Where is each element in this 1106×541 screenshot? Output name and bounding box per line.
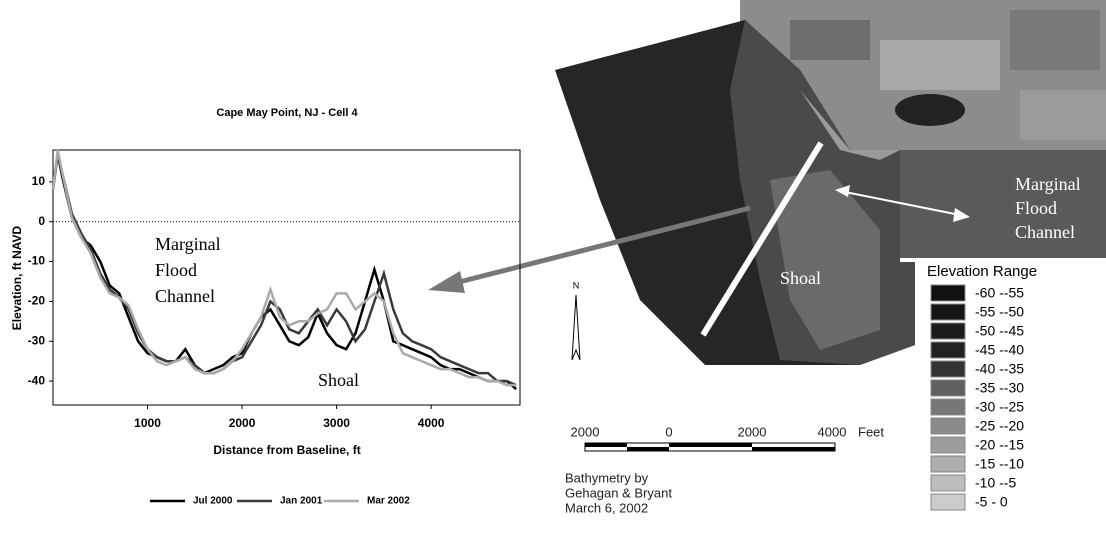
y-tick-label: -30 [28, 333, 46, 347]
scale-label: 2000 [738, 424, 767, 439]
x-tick-label: 3000 [323, 416, 350, 430]
annotation: Shoal [318, 370, 359, 390]
map-legend-title: Elevation Range [927, 263, 1037, 280]
legend-swatch [931, 380, 965, 396]
legend-label: Jul 2000 [193, 496, 233, 507]
legend-label: -5 - 0 [975, 494, 1008, 510]
legend-swatch [931, 494, 965, 510]
y-tick-label: -40 [28, 373, 46, 387]
legend-swatch [931, 323, 965, 339]
legend-label: -20 --15 [975, 437, 1024, 453]
legend-label: -55 --50 [975, 304, 1024, 320]
legend-swatch [931, 361, 965, 377]
figure: Marginal Flood Channel Shoal N 2000 0 20… [0, 0, 1106, 541]
legend-swatch [931, 304, 965, 320]
y-tick-label: -10 [28, 254, 46, 268]
scale-label: 2000 [571, 424, 600, 439]
legend-label: -10 --5 [975, 475, 1016, 491]
annotation: Marginal [155, 234, 221, 254]
credit: Gehagan & Bryant [565, 485, 672, 500]
map-label: Flood [1015, 198, 1057, 218]
legend-label: -25 --20 [975, 418, 1024, 434]
legend-label: Mar 2002 [367, 496, 410, 507]
credit: March 6, 2002 [565, 500, 648, 515]
legend-label: -30 --25 [975, 399, 1024, 415]
data-line [53, 150, 516, 385]
data-line [53, 154, 516, 389]
scale-unit: Feet [858, 424, 884, 439]
legend-label: -45 --40 [975, 342, 1024, 358]
legend-label: Jan 2001 [280, 496, 323, 507]
legend-swatch [931, 418, 965, 434]
legend-label: -40 --35 [975, 361, 1024, 377]
annotation: Channel [155, 286, 215, 306]
north-arrow: N [572, 280, 580, 360]
data-line [53, 154, 516, 385]
annotation: Flood [155, 260, 197, 280]
map-label: Shoal [780, 268, 821, 288]
scale-bar: 2000 0 2000 4000 Feet [571, 424, 885, 451]
map-label: Marginal [1015, 174, 1081, 194]
legend-swatch [931, 475, 965, 491]
legend-swatch [931, 437, 965, 453]
scale-label: 4000 [818, 424, 847, 439]
legend-label: -15 --10 [975, 456, 1024, 472]
x-tick-label: 4000 [418, 416, 445, 430]
legend-swatch [931, 285, 965, 301]
map-label: Channel [1015, 222, 1075, 242]
legend-label: -60 --55 [975, 285, 1024, 301]
legend-label: -50 --45 [975, 323, 1024, 339]
legend-label: -35 --30 [975, 380, 1024, 396]
legend-swatch [931, 342, 965, 358]
scale-label: 0 [665, 424, 672, 439]
map-legend: -60 --55 -55 --50 -50 --45 -45 --40 -40 --35… [931, 285, 1024, 510]
x-axis-label: Distance from Baseline, ft [213, 443, 360, 457]
legend-swatch [931, 399, 965, 415]
chart-title: Cape May Point, NJ - Cell 4 [216, 107, 358, 119]
x-tick-label: 2000 [229, 416, 256, 430]
page: {"chart_data": {"type": "line", "title":… [0, 0, 1106, 541]
x-tick-label: 1000 [134, 416, 161, 430]
legend-swatch [931, 456, 965, 472]
y-tick-label: 10 [32, 174, 46, 188]
credit: Bathymetry by [565, 470, 649, 485]
y-tick-label: -20 [28, 294, 46, 308]
north-label: N [573, 280, 580, 290]
y-axis-label: Elevation, ft NAVD [10, 225, 24, 330]
y-tick-label: 0 [38, 214, 45, 228]
